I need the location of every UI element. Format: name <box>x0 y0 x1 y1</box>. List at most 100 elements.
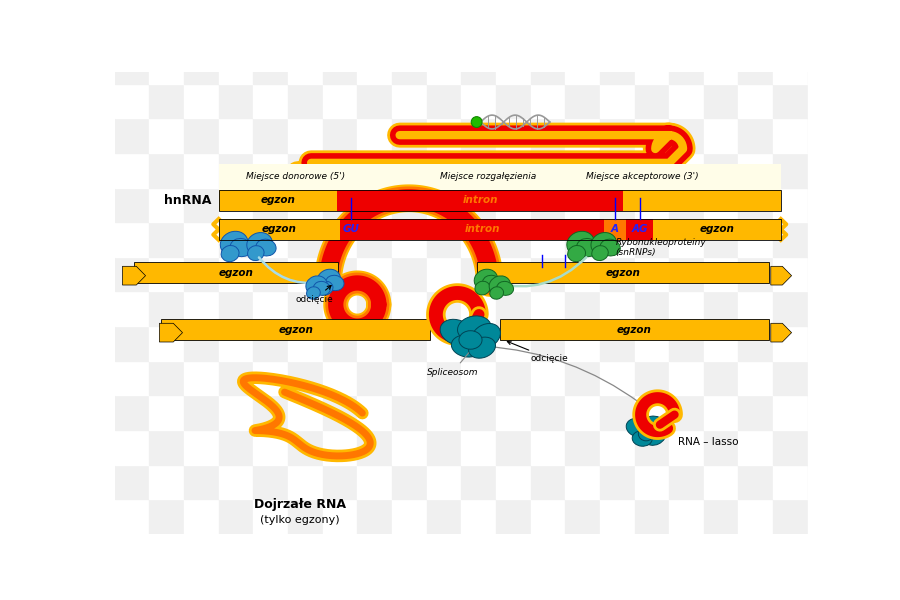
Bar <box>149 153 184 187</box>
Bar <box>704 187 738 222</box>
Bar <box>427 430 461 464</box>
Bar <box>530 292 565 326</box>
Text: egzon: egzon <box>278 325 313 335</box>
Bar <box>357 326 392 361</box>
Bar <box>599 49 634 83</box>
Bar <box>808 464 842 499</box>
Bar <box>565 49 599 83</box>
Bar <box>599 257 634 292</box>
Bar <box>115 49 149 83</box>
Bar <box>254 118 288 153</box>
Bar <box>427 153 461 187</box>
Bar <box>626 219 653 240</box>
Bar <box>599 292 634 326</box>
Bar <box>115 118 149 153</box>
Text: egzon: egzon <box>617 325 652 335</box>
Bar <box>704 464 738 499</box>
Bar <box>357 499 392 534</box>
Bar <box>738 361 773 395</box>
Bar <box>773 395 808 430</box>
Text: Rybonukleoproteiny
(snRNPs): Rybonukleoproteiny (snRNPs) <box>616 238 706 257</box>
Bar <box>704 222 738 257</box>
Bar <box>599 499 634 534</box>
Ellipse shape <box>641 416 663 433</box>
Bar <box>808 49 842 83</box>
Bar <box>392 464 427 499</box>
Bar <box>149 222 184 257</box>
Bar <box>530 395 565 430</box>
Ellipse shape <box>490 287 504 299</box>
Bar <box>322 395 357 430</box>
Bar <box>219 464 254 499</box>
Bar <box>288 187 323 222</box>
Bar <box>184 361 219 395</box>
Bar <box>184 83 219 118</box>
Bar <box>565 292 599 326</box>
Bar <box>669 153 704 187</box>
Bar <box>599 118 634 153</box>
Bar <box>254 430 288 464</box>
Bar <box>219 187 254 222</box>
Bar <box>219 49 254 83</box>
Bar <box>634 257 669 292</box>
Bar <box>808 499 842 534</box>
Bar <box>773 257 808 292</box>
Bar <box>149 395 184 430</box>
Bar <box>219 219 339 240</box>
Bar <box>392 361 427 395</box>
Bar <box>704 257 738 292</box>
Bar <box>530 153 565 187</box>
Text: AG: AG <box>632 224 648 235</box>
Ellipse shape <box>577 238 598 257</box>
Bar <box>219 361 254 395</box>
Bar <box>496 257 531 292</box>
Bar <box>254 257 288 292</box>
Bar <box>357 430 392 464</box>
Bar <box>634 499 669 534</box>
Bar <box>461 153 496 187</box>
Bar <box>496 49 531 83</box>
Bar <box>530 118 565 153</box>
Text: egzon: egzon <box>606 268 641 278</box>
Bar <box>149 326 184 361</box>
Bar <box>634 83 669 118</box>
Bar <box>634 222 669 257</box>
Bar <box>254 361 288 395</box>
Bar <box>322 187 357 222</box>
Bar <box>322 257 357 292</box>
Bar <box>496 326 531 361</box>
Text: odcięcie: odcięcie <box>296 286 334 304</box>
Bar <box>738 187 773 222</box>
Text: Spliceosom: Spliceosom <box>427 353 478 377</box>
Bar <box>219 430 254 464</box>
Text: Miejsce akceptorowe (3'): Miejsce akceptorowe (3') <box>586 172 698 181</box>
Bar <box>565 326 599 361</box>
Bar <box>669 430 704 464</box>
Bar <box>669 395 704 430</box>
Bar <box>461 395 496 430</box>
Bar <box>357 292 392 326</box>
Bar <box>134 262 338 283</box>
FancyArrow shape <box>770 266 792 285</box>
Bar <box>565 464 599 499</box>
Bar <box>704 49 738 83</box>
Bar <box>149 464 184 499</box>
Bar <box>357 187 392 222</box>
Bar <box>808 361 842 395</box>
Bar <box>254 326 288 361</box>
Bar <box>461 430 496 464</box>
Bar <box>392 499 427 534</box>
Bar <box>530 361 565 395</box>
Ellipse shape <box>313 281 330 295</box>
Ellipse shape <box>600 239 620 256</box>
Bar <box>599 187 634 222</box>
Bar <box>357 222 392 257</box>
Bar <box>392 187 427 222</box>
Bar <box>565 395 599 430</box>
Bar <box>461 257 496 292</box>
Bar <box>604 219 626 240</box>
Bar <box>669 361 704 395</box>
Bar <box>184 118 219 153</box>
Bar <box>704 326 738 361</box>
Bar <box>530 326 565 361</box>
